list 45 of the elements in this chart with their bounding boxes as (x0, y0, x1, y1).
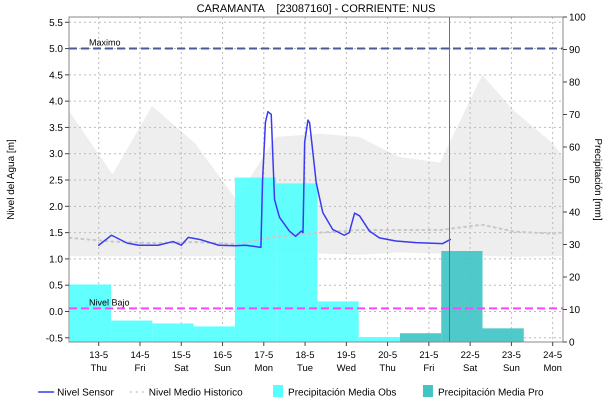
x-tick-label: 21-5 Fri (419, 350, 438, 374)
y-tick-label: 5.5 (49, 18, 64, 29)
x-tick-label: 24-5 Mon (543, 350, 562, 374)
x-tick-label: 20-5 Thu (378, 350, 398, 374)
y-tick-label: 0.0 (49, 307, 64, 318)
x-tick-label: 23-5 Sun (502, 350, 521, 374)
legend-label: Precipitación Media Pro (438, 388, 544, 398)
y-tick-label: 5.0 (49, 44, 64, 56)
y2-tick-label: 30 (569, 240, 581, 251)
y-tick-label: 4.0 (49, 96, 64, 108)
y2-tick-label: 100 (569, 12, 586, 24)
ref-line-label: Maximo (89, 38, 121, 48)
y2-tick-label: 20 (569, 272, 581, 284)
y-tick-label: 2.0 (49, 202, 64, 213)
legend-label: Nivel Sensor (57, 388, 115, 398)
x-tick-label: 18-5 Tue (296, 350, 315, 374)
y-tick-label: 2.5 (49, 176, 64, 187)
chart-title: CARAMANTA [23087160] - CORRIENTE: NUS (196, 3, 436, 15)
legend-label: Precipitación Media Obs (288, 388, 396, 398)
y2-tick-label: 60 (569, 142, 581, 154)
y-tick-label: -0.5 (46, 333, 64, 344)
y2-tick-label: 70 (569, 110, 581, 121)
y-tick-label: 1.5 (49, 228, 64, 240)
y-tick-label: 3.5 (49, 122, 64, 134)
y2-axis-title: Precipitación [mm] (592, 138, 603, 221)
x-tick-label: 15-5 Sat (172, 350, 191, 374)
y2-tick-label: 40 (569, 208, 581, 218)
x-tick-label: 16-5 Sun (213, 350, 232, 374)
ref-line-label: Nivel Bajo (89, 297, 130, 308)
y2-tick-label: 80 (569, 78, 581, 88)
x-tick-label: 14-5 Fri (130, 350, 150, 374)
y2-tick-label: 10 (569, 305, 581, 316)
y-tick-label: 4.5 (49, 70, 64, 82)
x-tick-label: 19-5 Wed (336, 350, 356, 374)
y-tick-label: 1.0 (49, 254, 64, 266)
y2-tick-label: 50 (569, 175, 581, 186)
y-tick-label: 0.5 (49, 280, 64, 292)
y-tick-label: 3.0 (49, 149, 64, 160)
y-axis-title: Nivel del Agua [m] (6, 138, 17, 220)
x-tick-label: 13-5 Thu (89, 350, 108, 374)
y2-tick-label: 90 (569, 45, 581, 56)
y2-tick-label: 0 (569, 338, 575, 348)
x-tick-label: 22-5 Sat (460, 350, 480, 374)
x-tick-label: 17-5 Mon (254, 350, 274, 374)
legend-label: Nivel Medio Historico (148, 388, 244, 398)
